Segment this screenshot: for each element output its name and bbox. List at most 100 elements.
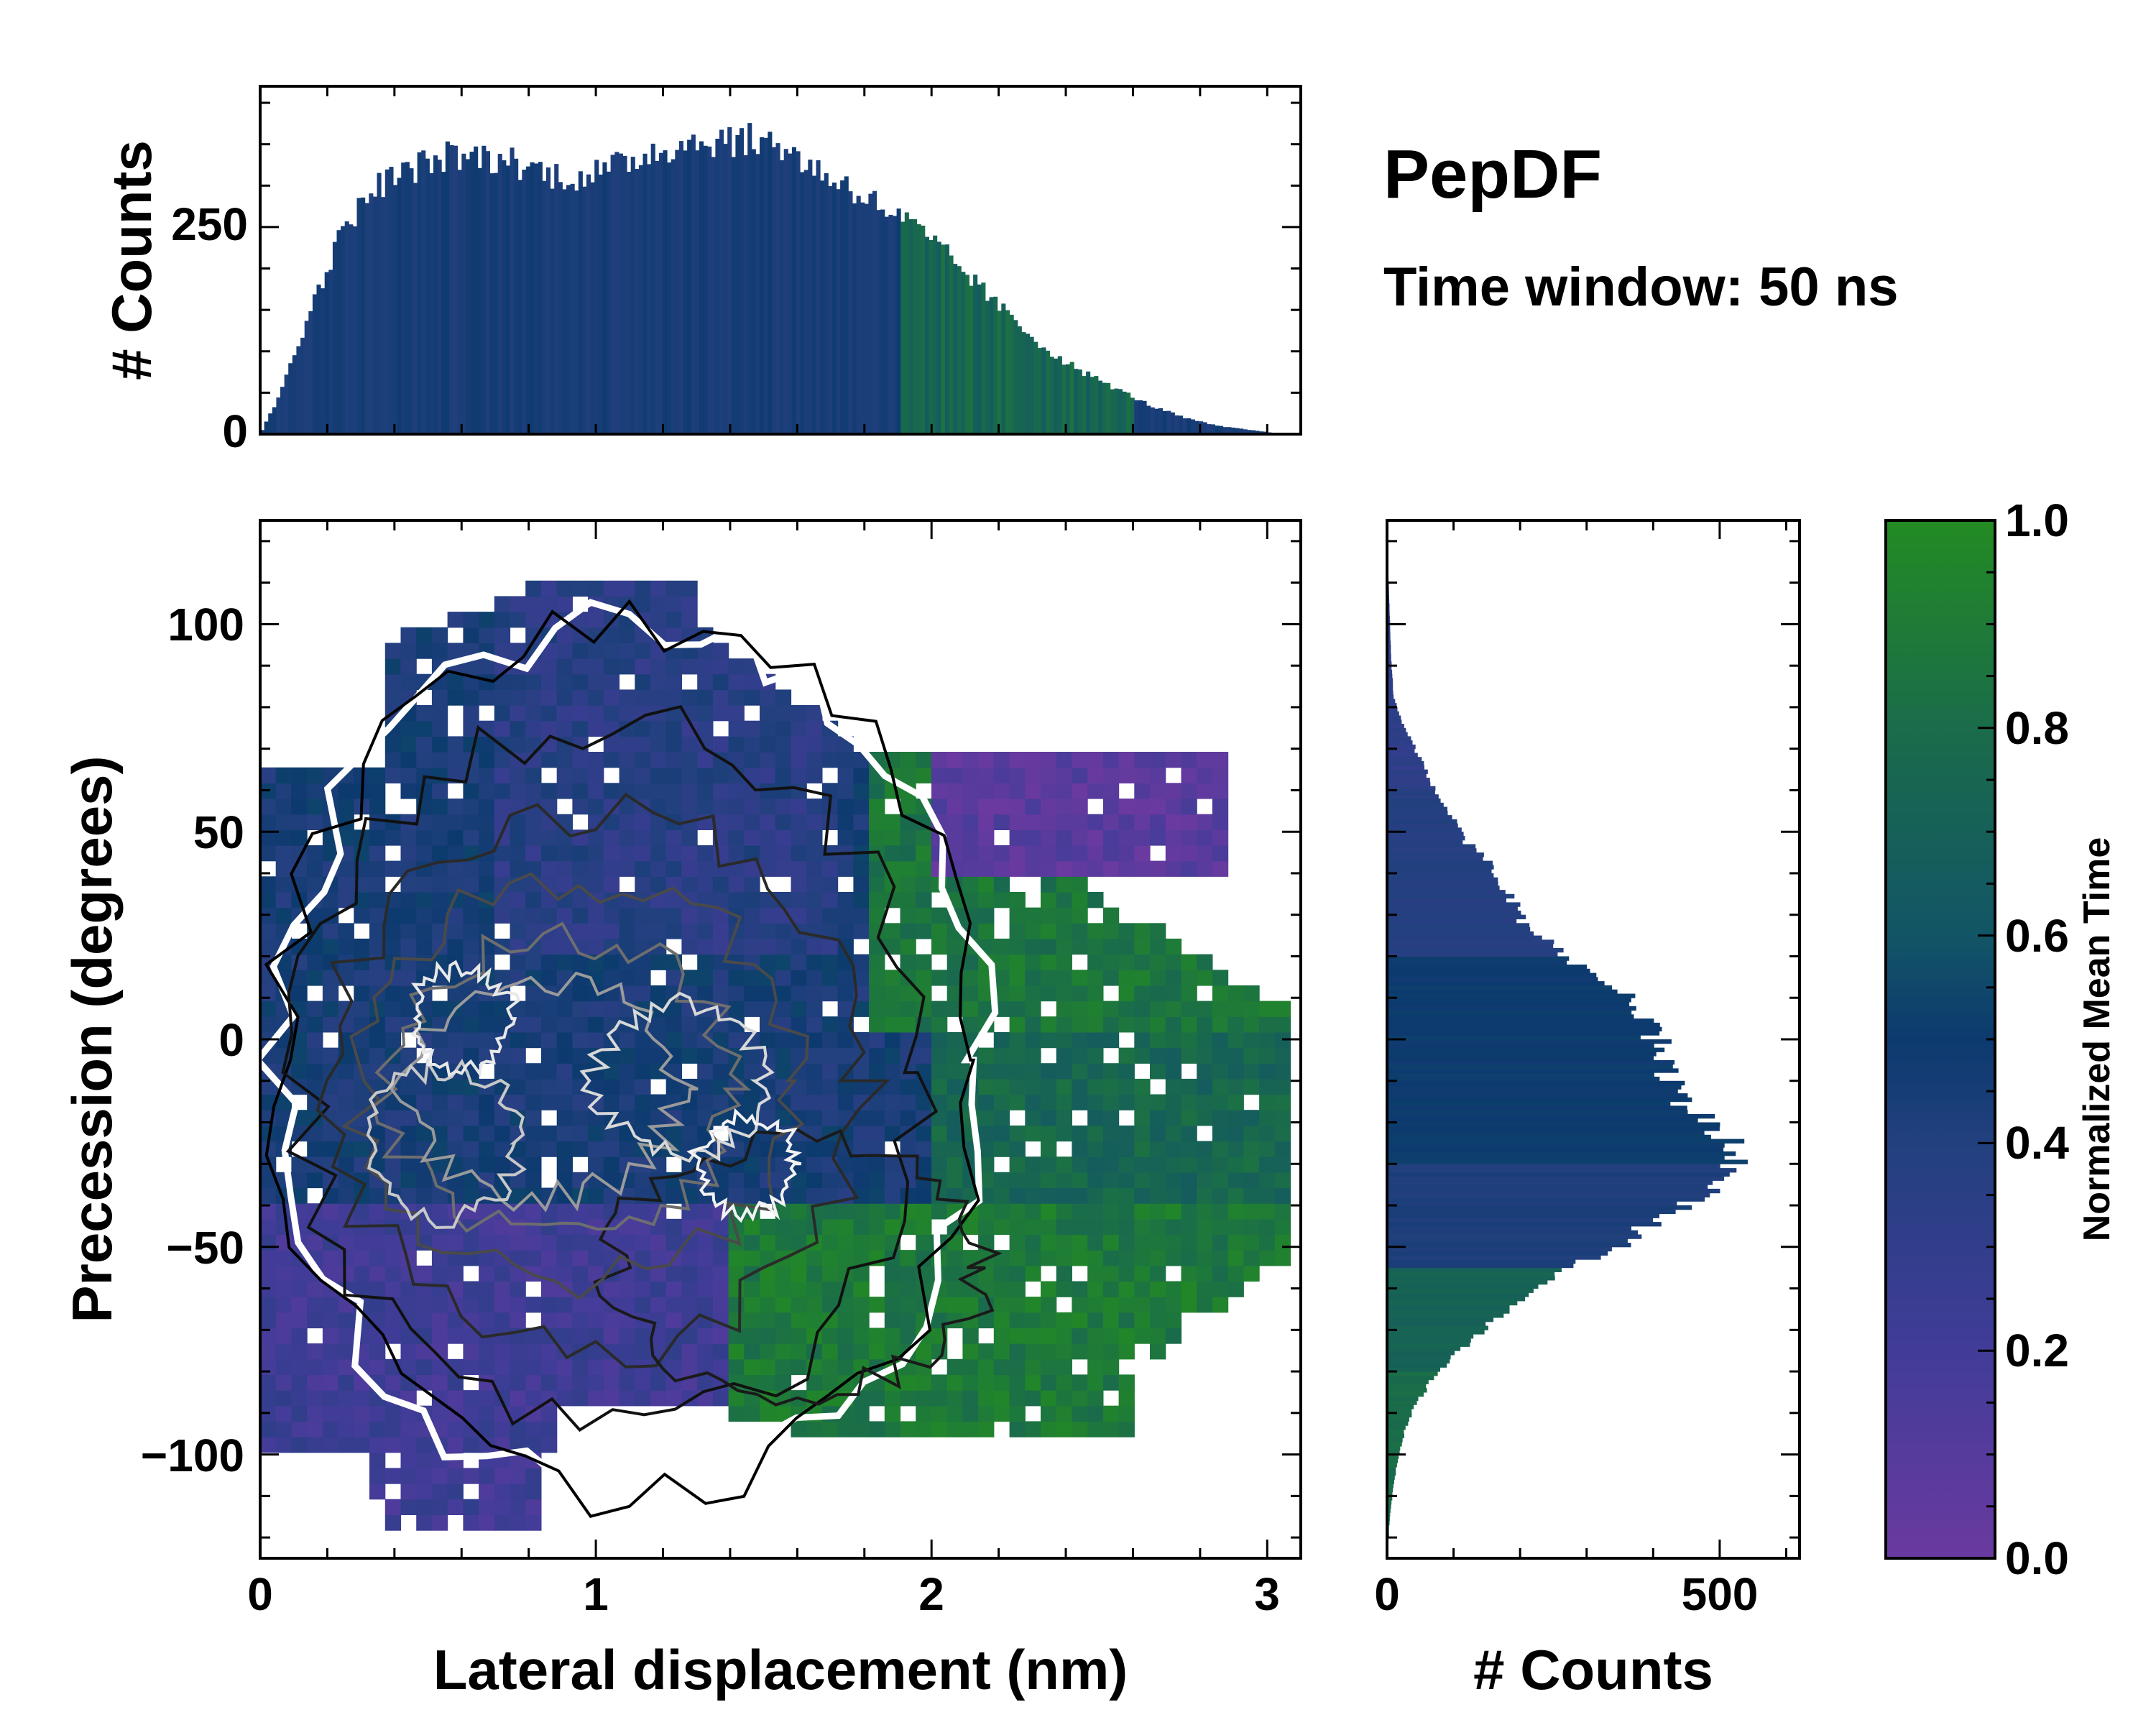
heatmap-cell	[619, 1047, 635, 1064]
right-histogram-bar	[1387, 1276, 1555, 1281]
heatmap-cell	[369, 845, 386, 862]
right-histogram-bar	[1387, 1300, 1518, 1306]
heatmap-cell	[791, 1328, 807, 1344]
heatmap-cell	[1227, 1047, 1244, 1064]
top-histogram-bar	[344, 221, 349, 434]
heatmap-cell	[510, 1297, 526, 1313]
heatmap-cell	[431, 1110, 448, 1126]
heatmap-cell	[479, 1172, 495, 1189]
heatmap-cell	[1087, 783, 1104, 799]
heatmap-cell	[603, 1390, 620, 1407]
heatmap-cell	[837, 1328, 854, 1344]
heatmap-cell	[572, 1297, 589, 1313]
heatmap-cell	[1212, 1250, 1229, 1266]
heatmap-cell	[946, 954, 963, 970]
right-histogram-bar	[1387, 1006, 1636, 1011]
heatmap-cell	[1056, 1094, 1072, 1110]
heatmap-cell	[853, 799, 870, 815]
heatmap-cell	[1102, 907, 1120, 924]
heatmap-cell	[728, 845, 745, 862]
heatmap-cell	[712, 1343, 729, 1360]
heatmap-cell	[650, 1358, 667, 1376]
heatmap-cell	[1072, 1390, 1088, 1407]
heatmap-cell	[1087, 845, 1104, 862]
top-histogram-bar	[497, 154, 502, 434]
top-histogram-bar	[449, 145, 454, 434]
heatmap-cell	[837, 1203, 854, 1220]
heatmap-cell	[400, 1047, 417, 1064]
heatmap-cell	[712, 1265, 729, 1282]
top-histogram-bar	[1255, 431, 1260, 434]
heatmap-cell	[1134, 923, 1151, 939]
heatmap-cell	[572, 954, 589, 970]
heatmap-cell	[744, 1343, 760, 1360]
heatmap-cell	[1212, 1297, 1229, 1313]
heatmap-cell	[728, 1265, 745, 1282]
heatmap-cell	[916, 1156, 932, 1173]
heatmap-cell	[946, 1063, 963, 1080]
top-histogram-bar	[1102, 382, 1107, 434]
heatmap-cell	[1025, 985, 1041, 1002]
heatmap-cell	[650, 1390, 667, 1407]
heatmap-cell	[510, 1078, 526, 1095]
heatmap-cell	[525, 720, 542, 737]
heatmap-cell	[821, 907, 839, 924]
heatmap-cell	[1181, 814, 1197, 830]
heatmap-cell	[697, 1250, 714, 1266]
heatmap-cell	[1212, 1063, 1229, 1080]
heatmap-cell	[853, 1312, 870, 1329]
heatmap-cell	[510, 829, 526, 846]
heatmap-cell	[1197, 1000, 1213, 1017]
heatmap-cell	[931, 1094, 948, 1110]
right-histogram-bar	[1387, 1409, 1412, 1414]
heatmap-cell	[993, 1374, 1010, 1391]
heatmap-cell	[354, 1031, 370, 1049]
heatmap-cell	[307, 1374, 323, 1391]
heatmap-cell	[431, 860, 448, 877]
right-histogram-bar	[1387, 694, 1394, 699]
heatmap-cell	[869, 1297, 885, 1313]
heatmap-cell	[1118, 1187, 1135, 1204]
heatmap-cell	[1150, 1297, 1166, 1313]
heatmap-cell	[369, 1297, 386, 1313]
top-histogram-bar	[1158, 408, 1164, 434]
heatmap-cell	[1009, 767, 1026, 783]
top-histogram-bar	[517, 180, 522, 435]
heatmap-cell	[1150, 1172, 1166, 1189]
right-histogram-bar	[1387, 1043, 1654, 1049]
heatmap-cell	[416, 814, 433, 830]
heatmap-cell	[853, 783, 870, 799]
heatmap-cell	[1243, 1047, 1260, 1064]
heatmap-cell	[853, 1421, 870, 1438]
heatmap-cell	[916, 767, 932, 783]
heatmap-cell	[978, 1343, 995, 1360]
heatmap-cell	[400, 1141, 417, 1157]
heatmap-cell	[275, 1390, 292, 1407]
top-histogram-bar	[1126, 392, 1131, 434]
heatmap-cell	[588, 752, 604, 768]
heatmap-cell	[603, 845, 620, 862]
heatmap-cell	[760, 1358, 776, 1376]
top-histogram-bar	[1094, 376, 1099, 434]
right-histogram-bar	[1387, 1504, 1391, 1509]
heatmap-cell	[494, 705, 511, 722]
heatmap-cell	[541, 720, 558, 737]
heatmap-cell	[1072, 1141, 1088, 1157]
y-tick-label: 0	[218, 1014, 244, 1066]
heatmap-cell	[400, 970, 417, 986]
top-histogram-bar	[538, 162, 543, 434]
heatmap-cell	[1072, 783, 1088, 799]
heatmap-cell	[1118, 752, 1135, 768]
heatmap-cell	[1072, 1078, 1088, 1095]
heatmap-cell	[900, 985, 916, 1002]
heatmap-cell	[916, 1187, 932, 1204]
heatmap-cell	[1102, 1141, 1120, 1157]
heatmap-cell	[619, 799, 635, 815]
heatmap-cell	[993, 1125, 1010, 1142]
heatmap-cell	[416, 1172, 433, 1189]
right-histogram-bar	[1387, 836, 1465, 841]
heatmap-cell	[494, 1265, 511, 1282]
heatmap-cell	[400, 907, 417, 924]
heatmap-cell	[1181, 1016, 1197, 1033]
right-histogram-bar	[1387, 956, 1570, 961]
